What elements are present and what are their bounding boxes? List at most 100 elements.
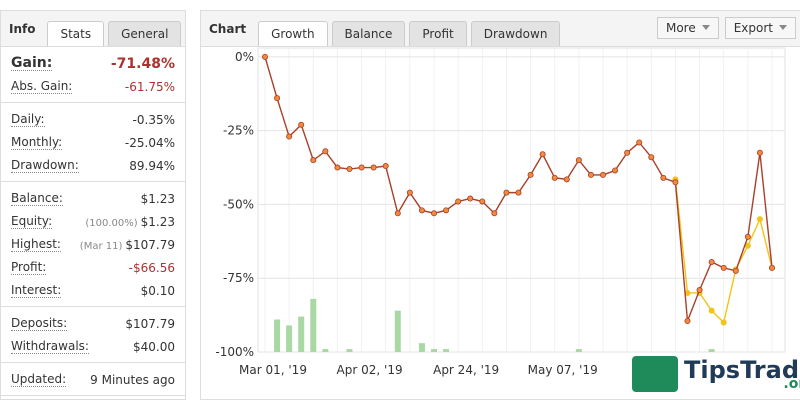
stat-number: 89.94%: [129, 158, 175, 173]
point: [455, 198, 462, 205]
point: [418, 207, 425, 214]
point: [756, 149, 763, 156]
point: [479, 198, 486, 205]
point: [382, 163, 389, 170]
stat-row: Equity: (100.00%) $1.23: [11, 210, 175, 233]
stat-value: -25.04%: [125, 136, 175, 150]
x-tick-label: Mar 01, '19: [239, 363, 307, 377]
stat-number: -61.75%: [124, 79, 175, 94]
info-tab[interactable]: General: [108, 21, 182, 46]
stat-row: Deposits: $107.79: [11, 312, 175, 335]
stat-label: Drawdown:: [11, 158, 79, 173]
stat-value: 9 Minutes ago: [90, 373, 175, 387]
y-tick-label: -75%: [223, 271, 254, 285]
stat-label: Gain:: [11, 55, 53, 71]
chart-tab[interactable]: Balance: [331, 21, 406, 46]
bar: [708, 349, 715, 352]
point: [732, 267, 739, 274]
stat-label: Updated:: [11, 372, 67, 387]
stat-row: Highest: (Mar 11) $107.79: [11, 233, 175, 256]
point: [612, 167, 619, 174]
point: [298, 121, 305, 128]
stat-note: (100.00%): [85, 217, 138, 229]
point: [600, 171, 607, 178]
point: [575, 157, 582, 164]
chart-button[interactable]: Export: [724, 17, 796, 39]
point: [684, 318, 691, 325]
stats-group: Updated: 9 Minutes ago: [1, 363, 185, 396]
point: [430, 210, 437, 217]
stat-number: $0.10: [140, 283, 175, 298]
stat-value: (100.00%) $1.23: [85, 215, 175, 229]
plot-area: [257, 47, 786, 353]
point: [708, 258, 715, 265]
stat-value: -71.48%: [111, 56, 175, 72]
bar: [274, 319, 281, 352]
point: [443, 207, 450, 214]
point: [274, 95, 281, 102]
point: [708, 307, 715, 314]
bar: [443, 349, 450, 352]
chart-tab[interactable]: Growth: [258, 21, 328, 46]
info-tab[interactable]: Stats: [47, 21, 105, 46]
point: [769, 264, 776, 271]
y-tick-label: 0%: [235, 50, 254, 64]
point: [503, 189, 510, 196]
bar: [418, 343, 425, 352]
stat-row: Daily: -0.35%: [11, 108, 175, 131]
chart-title: Chart: [209, 21, 247, 36]
x-tick-label: Apr 02, '19: [337, 363, 403, 377]
stat-row: Abs. Gain: -61.75%: [11, 75, 175, 98]
y-tick-label: -25%: [223, 124, 254, 138]
point: [720, 319, 727, 326]
stat-number: -71.48%: [110, 55, 175, 72]
info-header: Info Stats General: [1, 11, 185, 47]
info-title: Info: [9, 21, 36, 36]
point: [346, 166, 353, 173]
stat-label: Profit:: [11, 260, 47, 275]
stat-row: Drawdown: 89.94%: [11, 154, 175, 177]
chart-tab[interactable]: Drawdown: [470, 21, 561, 46]
watermark: TipsTrade.org: [632, 356, 800, 392]
x-tick-label: Apr 24, '19: [433, 363, 499, 377]
bar: [298, 316, 305, 352]
point: [394, 210, 401, 217]
x-tick-label: May 07, '19: [528, 363, 598, 377]
chart-tab[interactable]: Profit: [409, 21, 467, 46]
bar: [322, 349, 329, 352]
point: [406, 189, 413, 196]
point: [551, 174, 558, 181]
stat-row: Withdrawals: $40.00: [11, 335, 175, 358]
chart-buttons: More Export: [656, 17, 796, 39]
stat-number: $40.00: [133, 339, 175, 354]
stat-label: Abs. Gain:: [11, 79, 73, 94]
point: [491, 210, 498, 217]
stat-label: Equity:: [11, 214, 53, 229]
bar: [286, 325, 293, 352]
stat-row: Gain: -71.48%: [11, 52, 175, 75]
point: [587, 171, 594, 178]
bar: [575, 349, 582, 352]
point: [624, 149, 631, 156]
stat-row: Updated: 9 Minutes ago: [11, 368, 175, 391]
stat-number: $1.23: [140, 214, 175, 229]
point: [744, 233, 751, 240]
stats-list: Gain: -71.48% Abs. Gain: -61.75% Daily: -0.35…: [1, 47, 185, 396]
point: [563, 176, 570, 183]
point: [310, 157, 317, 164]
point: [648, 154, 655, 161]
stat-value: (Mar 11) $107.79: [80, 238, 175, 252]
point: [720, 264, 727, 271]
point: [467, 195, 474, 202]
point: [334, 164, 341, 171]
watermark-logo: [632, 356, 678, 392]
point: [636, 139, 643, 146]
chart-button[interactable]: More: [656, 17, 719, 39]
info-panel: Info Stats General Gain: -71.48% Abs. Gain:…: [0, 10, 186, 400]
stat-label: Daily:: [11, 112, 45, 127]
stat-value: $40.00: [133, 340, 175, 354]
stat-label: Highest:: [11, 237, 61, 252]
stat-label: Monthly:: [11, 135, 63, 150]
stat-number: $1.23: [140, 191, 175, 206]
